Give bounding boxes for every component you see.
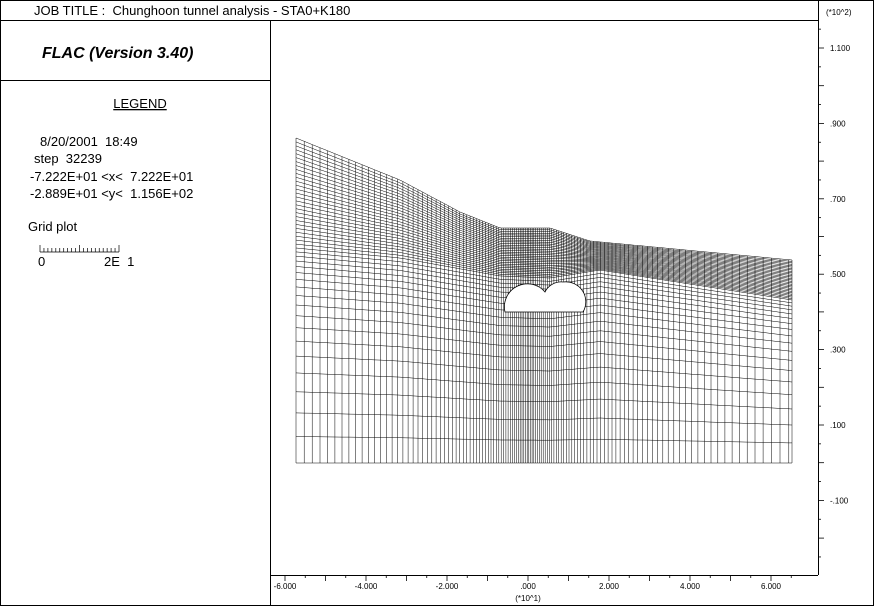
legend-x-range: -7.222E+01 <x< 7.222E+01 bbox=[30, 169, 193, 184]
mesh-columns bbox=[295, 138, 793, 463]
x-tick-label: 6.000 bbox=[761, 582, 782, 591]
y-tick-label: 1.100 bbox=[830, 44, 851, 53]
y-tick-label: .700 bbox=[830, 195, 846, 204]
scale-bar bbox=[39, 245, 120, 253]
y-tick-label: .100 bbox=[830, 421, 846, 430]
y-multiplier: (*10^2) bbox=[826, 8, 852, 17]
x-tick-label: 4.000 bbox=[680, 582, 701, 591]
legend-heading: LEGEND bbox=[113, 96, 166, 111]
x-tick-label: .000 bbox=[520, 582, 536, 591]
x-tick-label: 2.000 bbox=[599, 582, 620, 591]
legend-step: step 32239 bbox=[34, 151, 102, 166]
x-multiplier: (*10^1) bbox=[515, 594, 541, 603]
x-tick-label: -2.000 bbox=[436, 582, 459, 591]
legend-plot-type: Grid plot bbox=[28, 219, 78, 234]
legend-y-range: -2.889E+01 <y< 1.156E+02 bbox=[30, 186, 193, 201]
y-tick-label: .900 bbox=[830, 119, 846, 128]
tunnel-opening bbox=[504, 281, 587, 313]
y-tick-label: .300 bbox=[830, 346, 846, 355]
scale-min: 0 bbox=[38, 254, 45, 269]
x-tick-label: -4.000 bbox=[355, 582, 378, 591]
y-tick-label: -.100 bbox=[830, 496, 849, 505]
scale-max: 2E 1 bbox=[104, 254, 134, 269]
legend-date: 8/20/2001 18:49 bbox=[40, 134, 138, 149]
x-tick-label: -6.000 bbox=[274, 582, 297, 591]
program-name: FLAC (Version 3.40) bbox=[42, 45, 193, 62]
job-title: JOB TITLE : Chunghoon tunnel analysis - … bbox=[34, 3, 350, 18]
y-tick-label: .500 bbox=[830, 270, 846, 279]
